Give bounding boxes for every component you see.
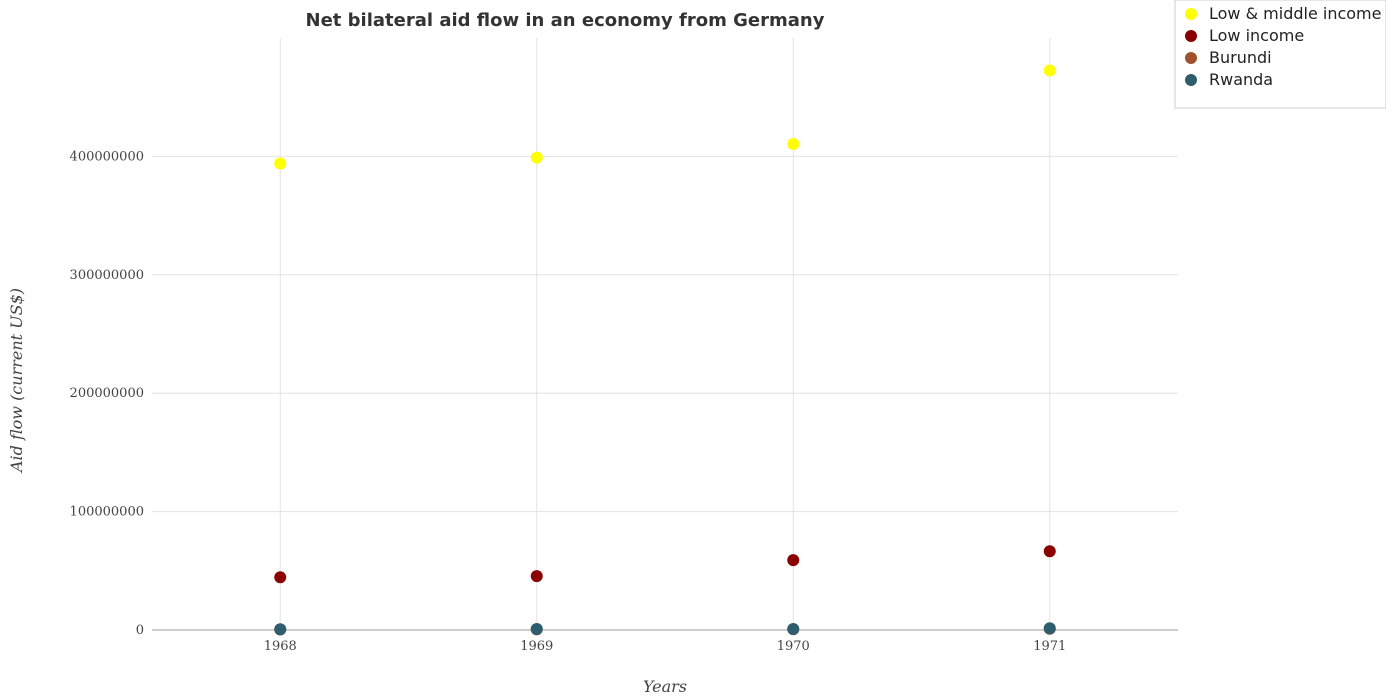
y-tick-label: 100000000 (70, 505, 144, 520)
data-point (1043, 64, 1056, 77)
legend: Low & middle income Low income Burundi Rwan… (1174, 0, 1386, 109)
data-point (530, 151, 543, 164)
x-tick-label: 1969 (520, 639, 553, 654)
legend-entry-label: Burundi (1209, 48, 1272, 67)
legend-entry-label: Rwanda (1209, 70, 1273, 89)
data-point (274, 623, 287, 636)
x-axis-label: Years (643, 677, 687, 696)
x-tick-label: 1970 (777, 639, 810, 654)
chart-title: Net bilateral aid flow in an economy fro… (306, 10, 825, 31)
legend-entry-label: Low & middle income (1209, 4, 1381, 23)
legend-marker (1185, 30, 1197, 42)
y-tick-label: 400000000 (70, 149, 144, 164)
plot-background (152, 38, 1178, 630)
data-point (787, 137, 800, 150)
legend-marker (1185, 52, 1197, 64)
x-tick-label: 1971 (1033, 639, 1066, 654)
data-point (787, 623, 800, 636)
y-tick-label: 300000000 (70, 268, 144, 283)
data-point (1043, 622, 1056, 635)
data-point (274, 571, 287, 584)
y-tick-label: 200000000 (70, 386, 144, 401)
legend-marker (1185, 8, 1197, 20)
data-point (530, 623, 543, 636)
x-tick-label: 1968 (264, 639, 297, 654)
legend-box (1174, 0, 1386, 109)
y-tick-label: 0 (136, 623, 144, 638)
data-point (787, 554, 800, 567)
y-axis-label: Aid flow (current US$) (7, 288, 26, 474)
data-point (530, 570, 543, 583)
data-point (274, 157, 287, 170)
legend-entry-label: Low income (1209, 26, 1304, 45)
legend-marker (1185, 74, 1197, 86)
plot-area: 0 100000000 200000000 300000000 400000000 196… (70, 38, 1178, 654)
data-point (1043, 545, 1056, 558)
